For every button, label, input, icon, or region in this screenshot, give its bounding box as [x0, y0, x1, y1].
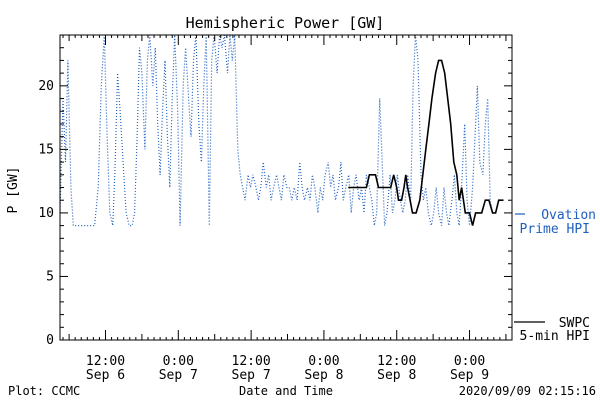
y-tick-label: 5 — [46, 269, 54, 284]
y-tick-label: 15 — [38, 142, 54, 157]
series-line-ovation-prime — [60, 35, 494, 227]
x-tick-time-label: 0:00 — [454, 354, 485, 369]
x-tick-time-label: 12:00 — [86, 354, 125, 369]
plot-credit: Plot: CCMC — [8, 384, 80, 398]
chart-title: Hemispheric Power [GW] — [186, 14, 385, 32]
x-tick-time-label: 12:00 — [232, 354, 271, 369]
x-tick-date-label: Sep 7 — [232, 368, 271, 383]
legend-ovation-label-line1: Ovation — [541, 208, 596, 223]
x-axis-label: Date and Time — [239, 384, 333, 398]
y-axis-label: P [GW] — [6, 167, 21, 214]
legend-swpc-label-line2: 5-min HPI — [520, 329, 590, 344]
y-tick-label: 10 — [38, 206, 54, 221]
y-tick-label: 20 — [38, 79, 54, 94]
x-tick-date-label: Sep 6 — [86, 368, 125, 383]
x-tick-time-label: 0:00 — [308, 354, 339, 369]
x-tick-date-label: Sep 8 — [304, 368, 343, 383]
x-tick-date-label: Sep 7 — [159, 368, 198, 383]
series-line-swpc — [348, 59, 504, 226]
x-tick-time-label: 12:00 — [377, 354, 416, 369]
legend-ovation-label-line2: Prime HPI — [520, 222, 590, 237]
legend-swpc-label-line1: SWPC — [559, 316, 590, 331]
timestamp: 2020/09/09 02:15:16 — [459, 384, 596, 398]
plot-frame — [59, 34, 513, 341]
y-tick-label: 0 — [46, 333, 54, 348]
x-tick-time-label: 0:00 — [163, 354, 194, 369]
x-tick-date-label: Sep 8 — [377, 368, 416, 383]
x-tick-date-label: Sep 9 — [450, 368, 489, 383]
